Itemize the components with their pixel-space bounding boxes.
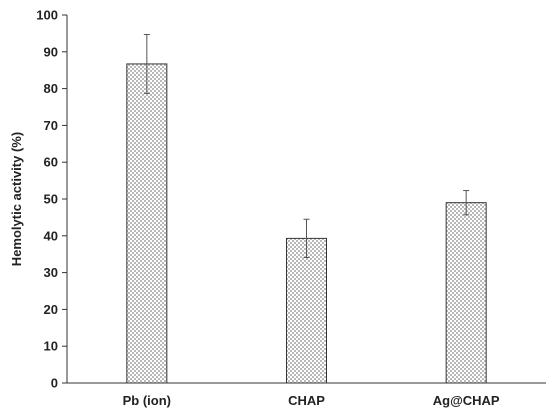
category-label: CHAP (288, 393, 325, 408)
error-bar (143, 34, 150, 94)
y-tick-label: 10 (44, 339, 58, 354)
y-tick-label: 60 (44, 155, 58, 170)
y-tick-label: 90 (44, 44, 58, 59)
y-tick-label: 80 (44, 81, 58, 96)
error-bar (463, 190, 470, 216)
y-tick-label: 50 (44, 192, 58, 207)
y-tick-label: 30 (44, 265, 58, 280)
bar (126, 63, 168, 384)
y-tick-label: 0 (51, 376, 58, 391)
y-tick-label: 100 (36, 8, 58, 23)
error-bar (303, 218, 310, 259)
category-labels: Pb (ion) CHAP Ag@CHAP (123, 393, 500, 408)
y-tick-label: 70 (44, 118, 58, 133)
y-tick-label: 20 (44, 302, 58, 317)
error-bars (143, 34, 470, 259)
category-label: Pb (ion) (123, 393, 171, 408)
y-axis-ticks: 0 10 20 30 40 50 60 70 80 90 100 (36, 8, 67, 391)
y-axis-title: Hemolytic activity (%) (9, 132, 24, 266)
bar (445, 202, 487, 384)
y-tick-label: 40 (44, 228, 58, 243)
bars (126, 63, 487, 384)
category-label: Ag@CHAP (433, 393, 500, 408)
bar (286, 237, 327, 384)
